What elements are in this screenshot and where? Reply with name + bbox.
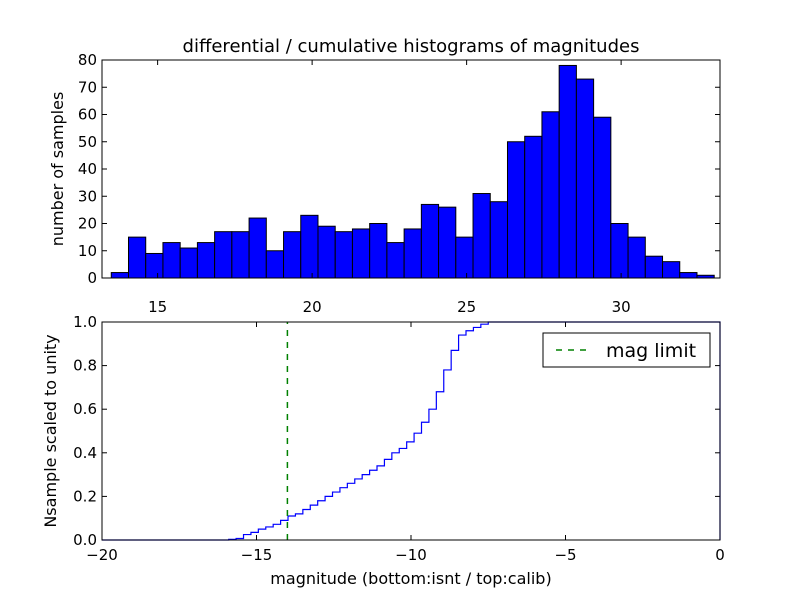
histogram-bar (248, 217, 267, 279)
histogram-bar (506, 141, 526, 279)
chart-title: differential / cumulative histograms of … (183, 36, 640, 57)
histogram-y-label: number of samples (48, 92, 67, 247)
histogram-bars (110, 64, 715, 279)
histogram-bar (644, 255, 664, 279)
cumulative-x-tick-label: 0 (715, 546, 725, 564)
histogram-y-tick-label: 70 (78, 78, 97, 96)
histogram-bar (162, 242, 181, 279)
histogram-bar (541, 111, 560, 279)
histogram-y-tick-label: 30 (78, 187, 97, 205)
histogram-bar (438, 206, 457, 279)
histogram-bar (334, 231, 353, 279)
histogram-bar (575, 78, 595, 279)
histogram-x-tick-label: 15 (148, 298, 167, 316)
histogram-bar (265, 250, 285, 279)
cumulative-x-tick-label: −5 (554, 546, 576, 564)
histogram-bar (196, 242, 216, 279)
histogram-bar (472, 193, 491, 279)
cumulative-step-line (102, 321, 721, 541)
cumulative-y-tick-label: 1.0 (73, 313, 97, 331)
histogram-y-tick-label: 0 (87, 269, 97, 287)
histogram-bar (214, 231, 233, 279)
histogram-bar (627, 236, 646, 279)
histogram-x-tick-label: 20 (303, 298, 322, 316)
cumulative-x-label: magnitude (bottom:isnt / top:calib) (270, 569, 551, 588)
histogram-bar (455, 236, 474, 279)
histogram-bar (369, 223, 388, 279)
histogram-x-tick-label: 30 (612, 298, 631, 316)
histogram-bar (610, 223, 629, 279)
histogram-bar (145, 252, 164, 279)
histogram-bar (558, 64, 577, 279)
cumulative-panel: −20 −15 −10 −5 0 0.0 0.2 0.4 0.6 0.8 1.0 magnitude… (41, 313, 725, 588)
cumulative-y-tick-label: 0.2 (73, 487, 97, 505)
histogram-bar (179, 247, 198, 279)
histogram-bar (127, 236, 147, 279)
legend-label-mag-limit: mag limit (606, 340, 696, 362)
histogram-bar (420, 203, 440, 279)
histogram-y-tick-label: 20 (78, 215, 97, 233)
legend: mag limit (542, 332, 711, 368)
histogram-panel: 15 20 25 30 0 10 20 30 40 50 60 70 80 differential /… (48, 36, 721, 316)
cumulative-frame (101, 321, 721, 541)
histogram-frame (101, 59, 721, 279)
cumulative-y-label: Nsample scaled to unity (41, 334, 60, 527)
cumulative-x-tick-label: −20 (86, 546, 118, 564)
histogram-y-tick-label: 60 (78, 106, 97, 124)
histogram-bar (283, 231, 302, 279)
histogram-bar (662, 261, 681, 279)
histogram-y-tick-label: 10 (78, 242, 97, 260)
histogram-bar (300, 214, 319, 279)
histogram-bar (386, 242, 405, 279)
cumulative-x-tick-label: −10 (395, 546, 427, 564)
cumulative-y-tick-label: 0.8 (73, 357, 97, 375)
histogram-y-tick-label: 50 (78, 133, 97, 151)
histogram-bar (524, 135, 543, 279)
histogram-y-tick-label: 40 (78, 160, 97, 178)
cumulative-ticks: −20 −15 −10 −5 0 0.0 0.2 0.4 0.6 0.8 1.0 (73, 313, 725, 564)
histogram-bar (317, 225, 336, 279)
cumulative-y-tick-label: 0.6 (73, 400, 97, 418)
histogram-bar (351, 228, 371, 279)
histogram-x-tick-label: 25 (457, 298, 476, 316)
histogram-bar (110, 272, 129, 279)
histogram-bar (593, 116, 612, 279)
cumulative-x-tick-label: −15 (241, 546, 273, 564)
cumulative-y-tick-label: 0.4 (73, 444, 97, 462)
cumulative-y-tick-label: 0.0 (73, 531, 97, 549)
histogram-bar (231, 231, 250, 279)
histogram-bar (679, 272, 698, 279)
histogram-bar (489, 201, 508, 279)
histogram-y-tick-label: 80 (78, 51, 97, 69)
histogram-bar (403, 228, 422, 279)
